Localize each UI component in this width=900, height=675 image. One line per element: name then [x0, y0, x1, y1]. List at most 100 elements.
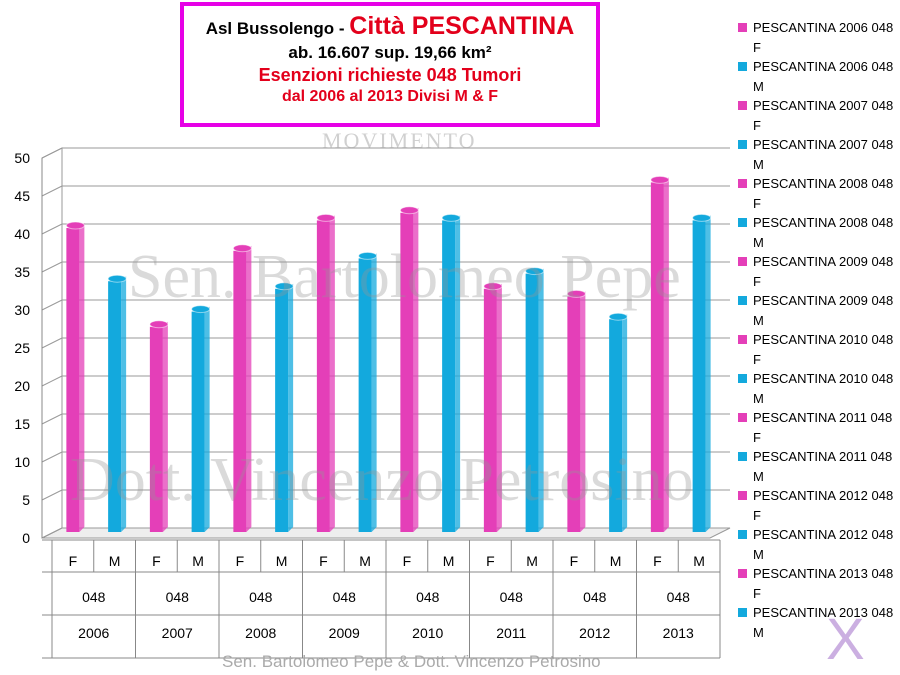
- legend-label: PESCANTINA 2006 048 F: [753, 20, 894, 55]
- bar: [316, 220, 330, 532]
- legend-label: PESCANTINA 2012 048 F: [753, 488, 894, 523]
- bar-side: [496, 283, 502, 532]
- gridline-depth: [41, 299, 63, 311]
- x-tick-sex: M: [693, 553, 705, 569]
- legend-label: PESCANTINA 2007 048 M: [753, 137, 894, 172]
- x-tick-sex: F: [236, 553, 245, 569]
- x-tick-sex: M: [276, 553, 288, 569]
- x-tick-sex: M: [192, 553, 204, 569]
- bar-top: [358, 251, 378, 260]
- x-tick-year: 2008: [245, 625, 276, 641]
- bar-side: [663, 177, 669, 532]
- gridline-depth: [41, 185, 63, 197]
- bar: [525, 273, 539, 532]
- y-tick-label: 25: [14, 340, 30, 356]
- x-tick-sex: M: [443, 553, 455, 569]
- legend-item: PESCANTINA 2010 048 M: [738, 369, 898, 408]
- legend-item: PESCANTINA 2010 048 F: [738, 330, 898, 369]
- gridline-depth: [41, 489, 63, 501]
- bar-top: [274, 282, 294, 291]
- gridline-depth: [41, 527, 63, 539]
- bar-side: [622, 314, 628, 532]
- legend-swatch: [738, 530, 747, 539]
- x-tick-year: 2013: [663, 625, 694, 641]
- x-tick-year: 2009: [329, 625, 360, 641]
- bar-side: [246, 245, 252, 533]
- bar-top: [399, 206, 419, 215]
- bar: [400, 212, 414, 533]
- title-line-4: dal 2006 al 2013 Divisi M & F: [281, 88, 499, 105]
- y-tick-label: 0: [22, 530, 30, 546]
- x-tick-sex: F: [152, 553, 161, 569]
- legend-item: PESCANTINA 2009 048 F: [738, 252, 898, 291]
- x-tick-sex: F: [319, 553, 328, 569]
- y-tick-label: 30: [14, 302, 30, 318]
- bar-side: [455, 215, 461, 532]
- legend-label: PESCANTINA 2010 048 M: [753, 371, 894, 406]
- bar-top: [316, 213, 336, 222]
- y-tick-label: 10: [14, 454, 30, 470]
- legend-swatch: [738, 101, 747, 110]
- bar: [108, 281, 122, 532]
- y-tick-label: 5: [22, 492, 30, 508]
- legend-swatch: [738, 179, 747, 188]
- legend-label: PESCANTINA 2013 048 M: [753, 605, 894, 640]
- legend-swatch: [738, 218, 747, 227]
- bar-side: [538, 268, 544, 532]
- bar-side: [413, 207, 419, 533]
- bar-side: [162, 321, 168, 532]
- x-tick-code: 048: [166, 589, 190, 605]
- legend-item: PESCANTINA 2011 048 M: [738, 447, 898, 486]
- gridline-depth: [41, 413, 63, 425]
- legend-swatch: [738, 608, 747, 617]
- legend-label: PESCANTINA 2011 048 M: [753, 449, 893, 484]
- gridline-depth: [41, 337, 63, 349]
- title-line-3: Esenzioni richieste 048 Tumori: [258, 65, 522, 85]
- y-tick-label: 15: [14, 416, 30, 432]
- bar: [191, 311, 205, 532]
- legend-item: PESCANTINA 2011 048 F: [738, 408, 898, 447]
- bar-side: [705, 215, 711, 532]
- x-tick-code: 048: [500, 589, 524, 605]
- x-tick-code: 048: [249, 589, 273, 605]
- gridline-depth: [41, 147, 63, 159]
- x-tick-code: 048: [82, 589, 106, 605]
- bar-top: [650, 175, 670, 184]
- legend-label: PESCANTINA 2009 048 F: [753, 254, 894, 289]
- bar-top: [608, 312, 628, 321]
- bar: [609, 319, 623, 532]
- bar-top: [107, 274, 127, 283]
- legend-item: PESCANTINA 2008 048 M: [738, 213, 898, 252]
- legend-item: PESCANTINA 2009 048 M: [738, 291, 898, 330]
- x-tick-code: 048: [416, 589, 440, 605]
- bar-side: [371, 253, 377, 532]
- bar-top: [566, 289, 586, 298]
- legend-label: PESCANTINA 2012 048 M: [753, 527, 894, 562]
- bar-top: [191, 305, 211, 314]
- legend-label: PESCANTINA 2008 048 M: [753, 215, 894, 250]
- legend-swatch: [738, 452, 747, 461]
- bar-side: [288, 283, 294, 532]
- x-tick-sex: F: [653, 553, 662, 569]
- movimento-watermark: MOVIMENTO: [322, 128, 477, 153]
- bar-top: [149, 320, 169, 329]
- legend-item: PESCANTINA 2007 048 M: [738, 135, 898, 174]
- legend-swatch: [738, 413, 747, 422]
- x-tick-sex: F: [486, 553, 495, 569]
- legend-item: PESCANTINA 2013 048 M: [738, 603, 898, 642]
- y-tick-label: 35: [14, 264, 30, 280]
- x-tick-sex: F: [570, 553, 579, 569]
- x-tick-year: 2011: [496, 625, 526, 641]
- legend-swatch: [738, 62, 747, 71]
- legend-swatch: [738, 569, 747, 578]
- legend-label: PESCANTINA 2010 048 F: [753, 332, 894, 367]
- legend-swatch: [738, 335, 747, 344]
- bar: [483, 288, 497, 532]
- legend-item: PESCANTINA 2012 048 M: [738, 525, 898, 564]
- legend-item: PESCANTINA 2006 048 F: [738, 18, 898, 57]
- y-tick-label: 40: [14, 226, 30, 242]
- legend-swatch: [738, 257, 747, 266]
- x-tick-sex: M: [359, 553, 371, 569]
- legend-label: PESCANTINA 2009 048 M: [753, 293, 894, 328]
